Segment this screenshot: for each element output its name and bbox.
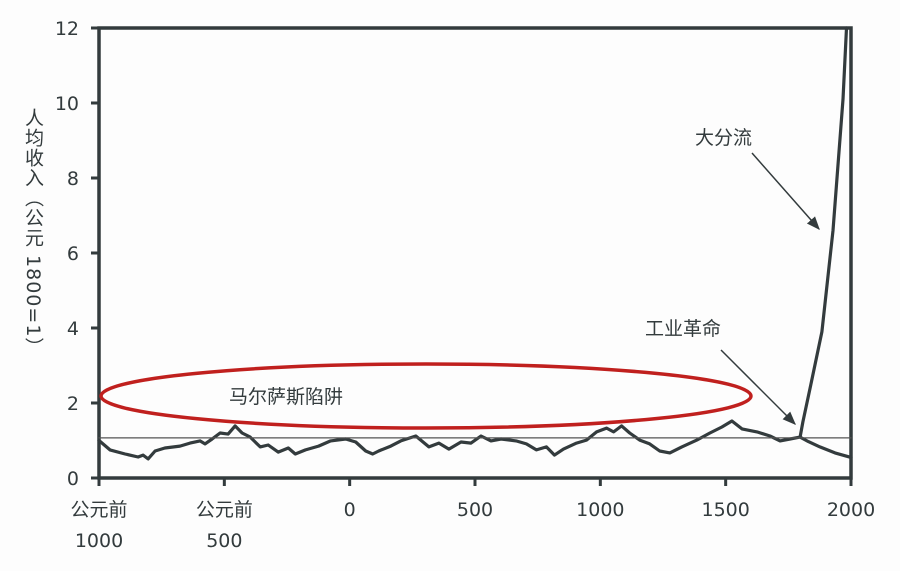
y-tick-label: 8	[67, 168, 79, 190]
x-tick-label: 公元前	[196, 499, 253, 521]
income-line	[798, 26, 849, 439]
x-tick-label: 0	[344, 499, 356, 521]
y-tick-label: 6	[67, 243, 79, 265]
x-tick-label: 1000	[576, 499, 624, 521]
malthus-trap-ellipse	[99, 362, 753, 430]
income-line	[97, 419, 802, 461]
y-tick-label: 12	[55, 18, 79, 40]
y-tick-label: 0	[67, 468, 79, 490]
industrial-revolution-label: 工业革命	[645, 318, 721, 340]
x-tick-label-line2: 500	[206, 530, 242, 552]
y-tick-label: 10	[55, 93, 79, 115]
industrial-revolution-arrow	[720, 349, 796, 425]
x-axis-ticks: 公元前 1000 公元前 500 0 500 1000 1500 2000	[70, 478, 875, 552]
series-lines	[97, 26, 853, 461]
x-tick-label: 2000	[827, 499, 875, 521]
great-divergence-arrow	[751, 152, 820, 231]
y-axis-label: 人均收入（公元 1800=1）	[22, 108, 44, 358]
x-tick-label: 1500	[701, 499, 749, 521]
x-tick-label: 500	[457, 499, 493, 521]
plot-frame	[97, 26, 853, 480]
income-line	[798, 435, 853, 459]
y-tick-label: 4	[67, 318, 79, 340]
x-tick-label-line2: 1000	[75, 530, 123, 552]
y-tick-label: 2	[67, 393, 79, 415]
y-axis-ticks: 0 2 4 6 8 10 12	[55, 18, 99, 490]
malthus-trap-label: 马尔萨斯陷阱	[229, 386, 343, 408]
great-divergence-label: 大分流	[695, 127, 752, 149]
x-tick-label: 公元前	[70, 499, 127, 521]
